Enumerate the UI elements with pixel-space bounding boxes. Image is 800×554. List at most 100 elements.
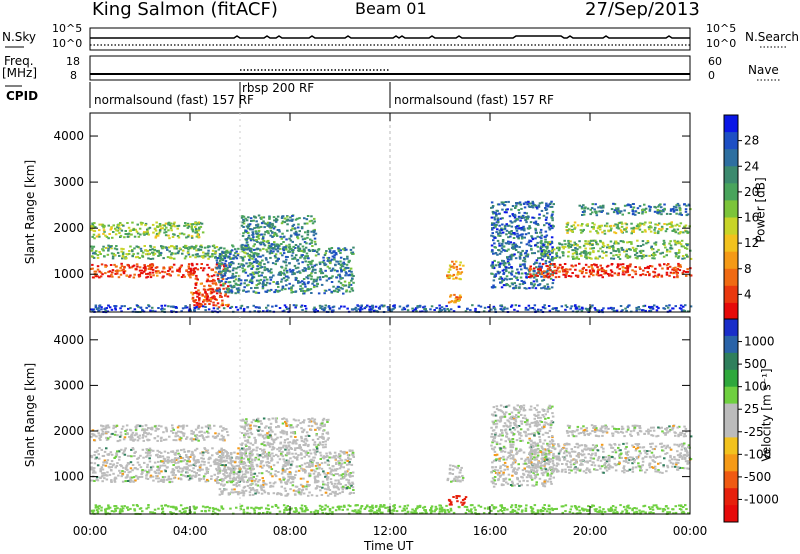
range-cell	[611, 308, 614, 311]
range-cell	[126, 433, 129, 435]
range-cell	[334, 469, 338, 472]
range-cell	[642, 305, 645, 308]
range-cell	[282, 241, 285, 243]
range-cell	[490, 223, 494, 226]
range-cell	[199, 305, 202, 307]
range-cell	[161, 276, 164, 279]
range-cell	[455, 265, 458, 268]
range-cell	[106, 253, 110, 256]
range-cell	[146, 231, 149, 234]
range-cell	[163, 458, 167, 461]
range-cell	[545, 234, 549, 237]
range-cell	[206, 478, 209, 481]
range-cell	[231, 275, 234, 278]
range-cell	[315, 280, 318, 283]
range-cell	[229, 257, 232, 260]
range-cell	[250, 267, 254, 270]
range-cell	[145, 273, 148, 275]
range-cell	[252, 236, 255, 239]
range-cell	[176, 434, 180, 437]
range-cell	[625, 250, 628, 253]
range-cell	[630, 241, 633, 244]
range-cell	[185, 466, 189, 469]
range-cell	[305, 289, 309, 292]
range-cell	[174, 457, 177, 460]
range-cell	[548, 287, 551, 290]
range-cell	[218, 460, 221, 463]
range-cell	[206, 449, 210, 452]
range-cell	[533, 252, 536, 255]
range-cell	[244, 489, 248, 492]
range-cell	[624, 228, 628, 231]
range-cell	[304, 255, 307, 258]
range-cell	[504, 284, 508, 287]
range-cell	[154, 236, 157, 239]
range-cell	[519, 276, 523, 279]
range-cell	[557, 266, 561, 269]
range-cell	[614, 232, 618, 235]
range-cell	[260, 274, 263, 277]
range-cell	[225, 455, 228, 458]
range-cell	[286, 215, 289, 218]
range-cell	[180, 470, 183, 473]
range-cell	[596, 257, 600, 260]
range-cell	[502, 201, 505, 204]
range-cell	[195, 301, 199, 304]
range-cell	[524, 306, 528, 309]
range-cell	[339, 477, 343, 480]
range-cell	[233, 275, 237, 278]
range-cell	[596, 266, 599, 269]
range-cell	[609, 307, 613, 310]
range-cell	[458, 294, 462, 297]
range-cell	[680, 307, 683, 310]
range-cell	[333, 468, 337, 471]
range-cell	[579, 252, 582, 255]
range-cell	[491, 264, 495, 267]
range-cell	[177, 424, 181, 427]
range-cell	[567, 242, 570, 245]
range-cell	[678, 213, 681, 216]
range-cell	[107, 224, 110, 227]
range-cell	[188, 474, 192, 477]
range-cell	[544, 275, 548, 278]
range-cell	[268, 282, 272, 285]
range-cell	[212, 290, 216, 293]
range-cell	[213, 463, 216, 466]
range-cell	[146, 454, 149, 457]
range-cell	[328, 451, 332, 454]
range-cell	[104, 464, 108, 467]
range-cell	[104, 428, 107, 431]
param-strip-2	[89, 55, 691, 81]
range-cell	[686, 244, 689, 246]
range-cell	[318, 270, 322, 273]
range-cell	[173, 247, 176, 250]
range-cell	[162, 224, 165, 227]
range-cell	[607, 229, 610, 232]
range-cell	[619, 240, 623, 243]
range-cell	[164, 470, 167, 473]
range-cell	[148, 451, 152, 453]
range-cell	[219, 246, 223, 249]
range-cell	[254, 230, 258, 233]
range-cell	[229, 467, 232, 470]
range-cell	[275, 243, 279, 246]
range-cell	[226, 430, 229, 433]
range-cell	[203, 299, 206, 302]
range-cell	[198, 306, 201, 309]
range-cell	[459, 261, 462, 264]
range-cell	[285, 271, 289, 274]
range-cell	[542, 253, 545, 256]
range-cell	[330, 456, 334, 459]
range-cell	[223, 483, 226, 486]
range-cell	[518, 256, 522, 259]
range-cell	[221, 478, 224, 481]
y-tick-label: 2000	[53, 221, 84, 235]
range-cell	[498, 271, 502, 274]
range-cell	[501, 239, 505, 241]
range-cell	[337, 488, 340, 491]
range-cell	[210, 275, 214, 278]
range-cell	[197, 292, 200, 295]
range-cell	[634, 273, 638, 276]
range-cell	[505, 270, 508, 273]
range-cell	[191, 296, 195, 299]
